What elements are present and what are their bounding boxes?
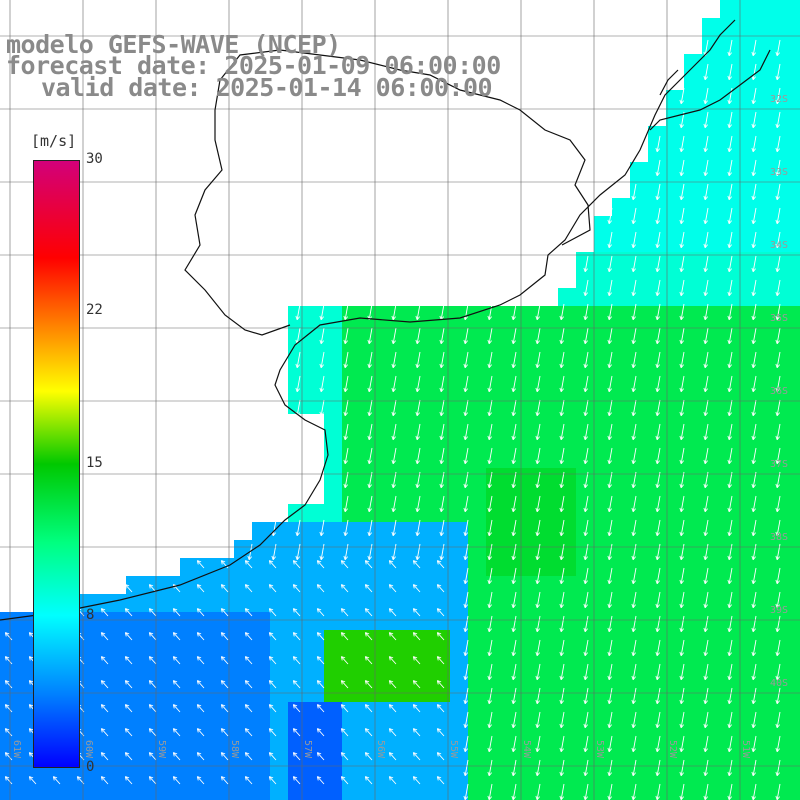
lon-label: 54W bbox=[521, 740, 532, 759]
colorbar-tick-8: 8 bbox=[86, 607, 95, 623]
lat-label: 33S bbox=[770, 167, 789, 178]
model-title: modelo GEFS-WAVE (NCEP) bbox=[6, 30, 341, 59]
colorbar-units: [m/s] bbox=[31, 132, 77, 150]
lat-label: 38S bbox=[770, 532, 789, 543]
lon-label: 61W bbox=[11, 740, 22, 759]
lon-label: 53W bbox=[594, 740, 605, 759]
colorbar-tick-30: 30 bbox=[86, 151, 103, 167]
lat-label: 40S bbox=[770, 678, 789, 689]
lat-label: 39S bbox=[770, 605, 789, 616]
colorbar-tick-22: 22 bbox=[86, 302, 103, 318]
lat-label: 34S bbox=[770, 240, 789, 251]
lat-label: 32S bbox=[770, 94, 789, 105]
lon-label: 55W bbox=[448, 740, 459, 759]
lat-label: 37S bbox=[770, 459, 789, 470]
valid-date: valid date: 2025-01-14 06:00:00 bbox=[41, 73, 493, 102]
lon-label: 60W bbox=[83, 740, 94, 759]
coastline bbox=[0, 19, 771, 621]
lon-label: 51W bbox=[740, 740, 751, 759]
lat-label: 36S bbox=[770, 386, 789, 397]
lon-label: 57W bbox=[302, 740, 313, 759]
wind-arrows bbox=[4, 39, 781, 800]
colorbar bbox=[33, 160, 80, 768]
lon-label: 56W bbox=[375, 740, 386, 759]
colorbar-tick-0: 0 bbox=[86, 759, 95, 775]
lon-label: 52W bbox=[667, 740, 678, 759]
colorbar-tick-15: 15 bbox=[86, 455, 103, 471]
lat-label: 35S bbox=[770, 313, 789, 324]
lon-label: 59W bbox=[156, 740, 167, 759]
lon-label: 58W bbox=[229, 740, 240, 759]
forecast-date: forecast date: 2025-01-09 06:00:00 bbox=[6, 51, 501, 80]
